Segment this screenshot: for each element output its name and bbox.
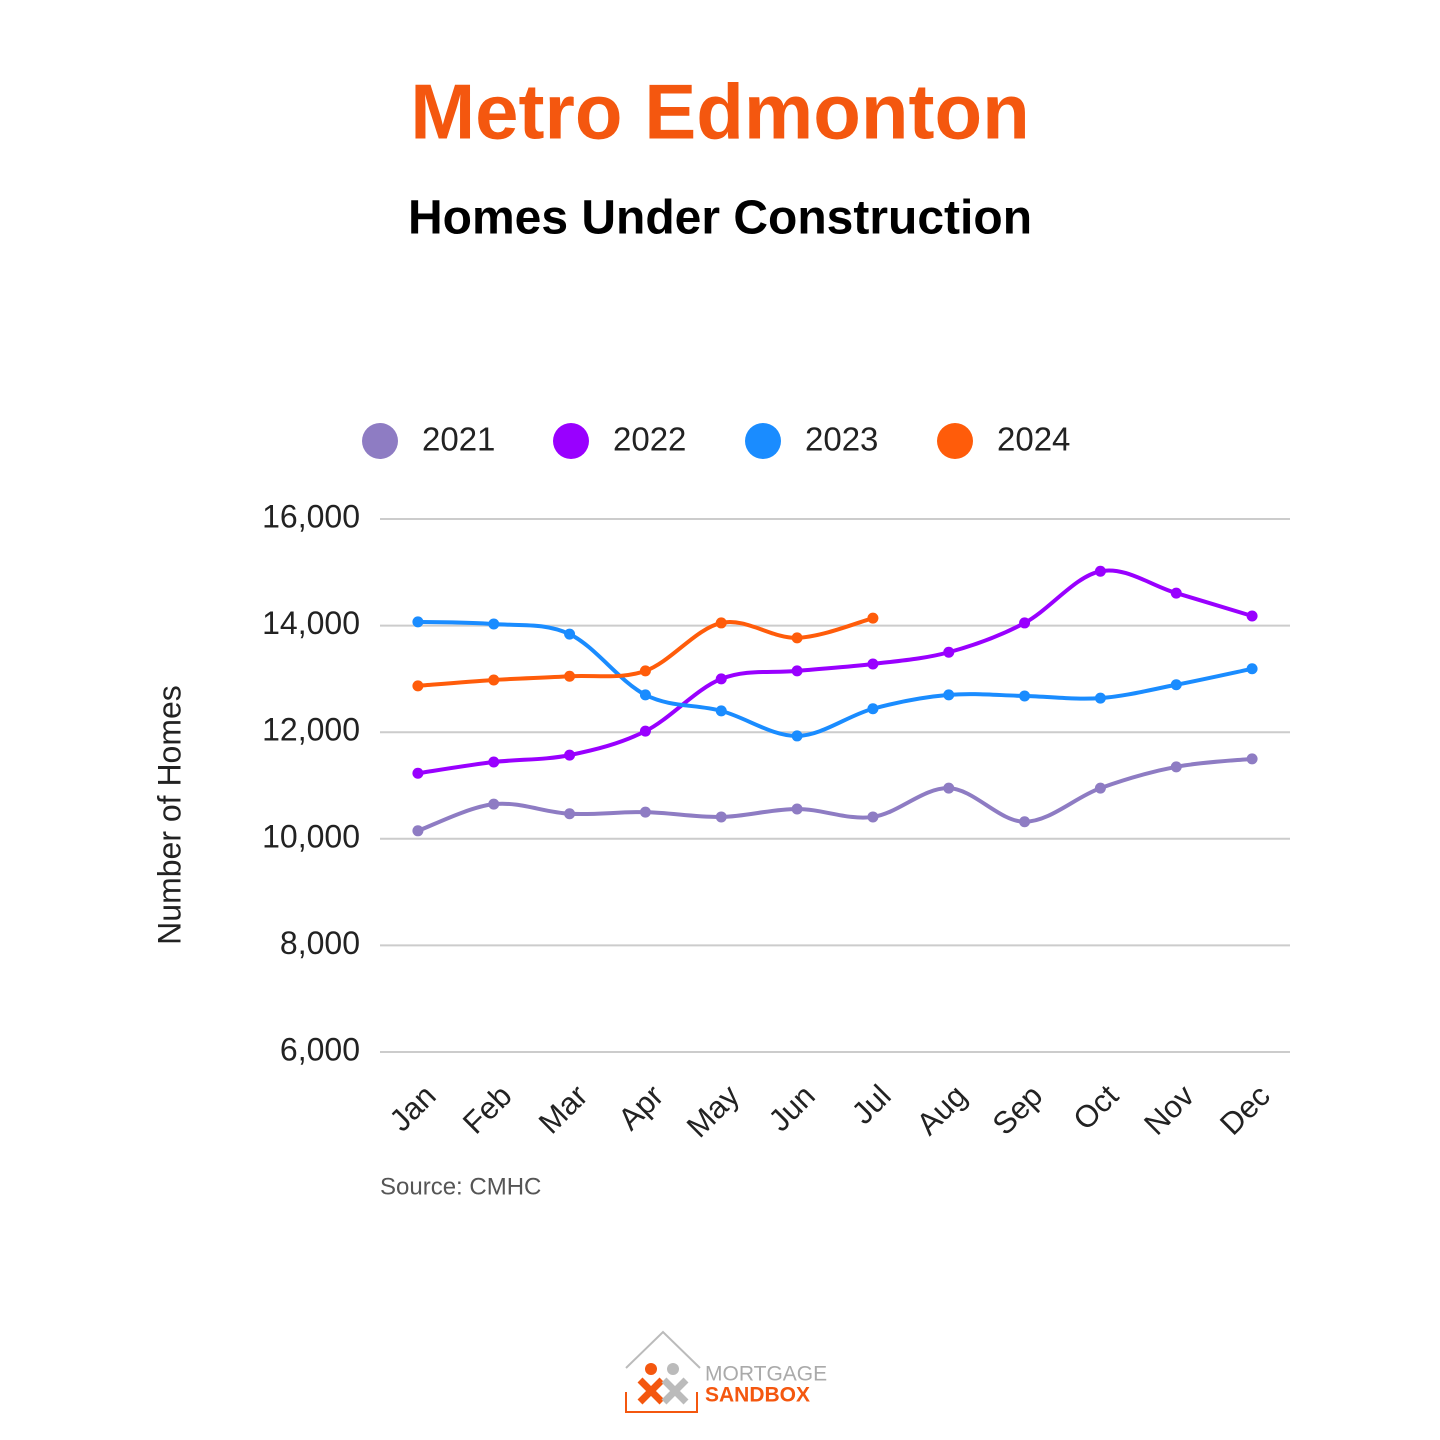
- data-point: [1246, 753, 1258, 765]
- logo-figure: [645, 1363, 657, 1375]
- legend-label: 2023: [805, 421, 878, 458]
- data-point: [1019, 617, 1031, 629]
- data-point: [715, 617, 727, 629]
- x-tick-label: Sep: [986, 1078, 1050, 1142]
- y-tick-label: 6,000: [280, 1031, 360, 1067]
- data-point: [715, 673, 727, 685]
- data-point: [564, 749, 576, 761]
- source-note: Source: CMHC: [380, 1173, 541, 1200]
- x-tick-label: Oct: [1066, 1078, 1125, 1137]
- logo-text: MORTGAGE: [705, 1363, 827, 1386]
- data-point: [564, 808, 576, 820]
- x-tick-label: Jun: [762, 1078, 822, 1138]
- legend-label: 2022: [613, 421, 686, 458]
- data-point: [791, 730, 803, 742]
- data-point: [867, 703, 879, 715]
- data-point: [1170, 587, 1182, 599]
- data-point: [1246, 610, 1258, 622]
- data-point: [791, 665, 803, 677]
- logo-base: [625, 1392, 698, 1413]
- data-point: [639, 806, 651, 818]
- series-line: [417, 568, 1253, 776]
- legend-label: 2024: [997, 421, 1070, 458]
- y-tick-label: 12,000: [262, 712, 360, 748]
- logo-x: [637, 1377, 665, 1405]
- data-point: [488, 674, 500, 686]
- data-point: [488, 618, 500, 630]
- legend-swatch: [745, 423, 781, 459]
- data-point: [867, 612, 879, 624]
- x-tick-label: May: [680, 1078, 747, 1145]
- data-point: [639, 725, 651, 737]
- y-tick-label: 16,000: [262, 498, 360, 534]
- x-tick-label: Jul: [845, 1078, 898, 1131]
- data-point: [1170, 679, 1182, 691]
- data-point: [715, 811, 727, 823]
- data-point: [488, 756, 500, 768]
- x-tick-label: Jan: [383, 1078, 443, 1138]
- x-tick-label: Feb: [456, 1078, 519, 1141]
- chart-title: Metro Edmonton: [410, 68, 1030, 156]
- chart-subtitle: Homes Under Construction: [408, 192, 1032, 245]
- legend-swatch: [362, 423, 398, 459]
- data-point: [867, 811, 879, 823]
- data-point: [943, 689, 955, 701]
- legend-swatch: [553, 423, 589, 459]
- data-point: [639, 665, 651, 677]
- data-point: [791, 632, 803, 644]
- data-point: [1170, 761, 1182, 773]
- data-point: [564, 670, 576, 682]
- data-point: [564, 628, 576, 640]
- x-tick-label: Mar: [532, 1078, 595, 1141]
- data-point: [639, 689, 651, 701]
- data-point: [1019, 816, 1031, 828]
- data-point: [412, 680, 424, 692]
- data-point: [715, 705, 727, 717]
- x-tick-label: Dec: [1213, 1078, 1277, 1142]
- data-point: [412, 767, 424, 779]
- data-point: [1094, 565, 1106, 577]
- legend-swatch: [937, 423, 973, 459]
- data-point: [791, 803, 803, 815]
- y-tick-label: 14,000: [262, 605, 360, 641]
- series-line: [417, 756, 1253, 833]
- logo-roof: [625, 1330, 701, 1369]
- data-point: [867, 658, 879, 670]
- x-tick-label: Aug: [910, 1078, 974, 1142]
- y-tick-label: 10,000: [262, 818, 360, 854]
- x-tick-label: Apr: [611, 1078, 670, 1137]
- data-point: [943, 646, 955, 658]
- data-point: [412, 825, 424, 837]
- data-point: [1019, 690, 1031, 702]
- logo-x: [661, 1377, 689, 1405]
- x-tick-label: Nov: [1137, 1078, 1201, 1142]
- data-point: [412, 616, 424, 628]
- logo: MORTGAGE SANDBOX: [625, 1330, 827, 1413]
- logo-text: SANDBOX: [705, 1384, 810, 1407]
- data-point: [943, 782, 955, 794]
- legend-label: 2021: [422, 421, 495, 458]
- y-axis-label: Number of Homes: [151, 685, 187, 945]
- logo-figure: [667, 1363, 679, 1375]
- y-tick-label: 8,000: [280, 925, 360, 961]
- data-point: [1094, 782, 1106, 794]
- data-point: [1246, 663, 1258, 675]
- data-point: [488, 798, 500, 810]
- data-point: [1094, 692, 1106, 704]
